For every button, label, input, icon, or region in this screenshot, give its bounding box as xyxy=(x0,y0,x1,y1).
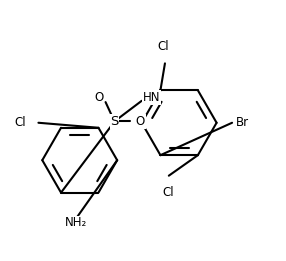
Text: HN: HN xyxy=(142,91,160,104)
Text: Cl: Cl xyxy=(158,40,170,53)
Text: O: O xyxy=(136,115,145,128)
Text: S: S xyxy=(110,115,119,128)
Text: NH₂: NH₂ xyxy=(65,216,87,229)
Text: Cl: Cl xyxy=(162,186,174,199)
Text: O: O xyxy=(94,91,104,104)
Text: Cl: Cl xyxy=(15,116,26,129)
Text: Br: Br xyxy=(236,116,249,129)
